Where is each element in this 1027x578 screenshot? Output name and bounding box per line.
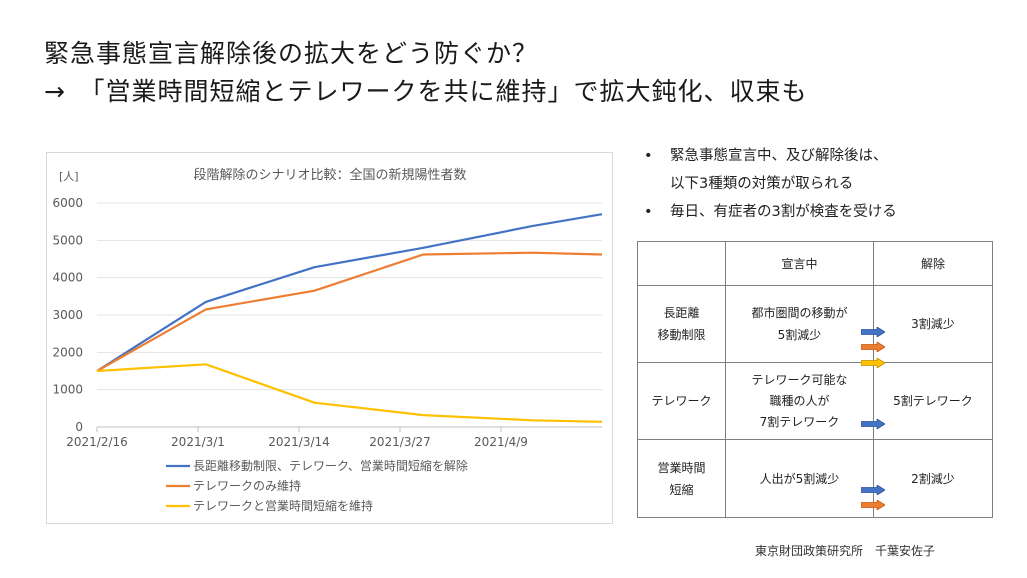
series-line-3 (96, 363, 603, 423)
header-after: 解除 (920, 256, 945, 271)
bullet-item-1: • 緊急事態宣言中、及び解除後は、 (640, 142, 897, 170)
after-cell: 5割テレワーク (893, 394, 973, 408)
x-tick-label: 2021/4/9 (474, 435, 528, 449)
bullet-text: 以下3種類の対策が取られる (670, 176, 854, 192)
bullet-text: 毎日、有症者の3割が検査を受ける (670, 204, 897, 220)
slide-title-line1: 緊急事態宣言解除後の拡大をどう防ぐか？ (44, 39, 539, 68)
series-line-1 (96, 213, 603, 372)
legend-label: 長距離移動制限、テレワーク、営業時間短縮を解除 (193, 458, 468, 473)
arrow-right-icon-blue (861, 327, 885, 337)
table-rule (637, 517, 993, 518)
table-rule (637, 362, 993, 363)
y-tick-label: 6000 (52, 196, 83, 210)
chart-title: 段階解除のシナリオ比較：全国の新規陽性者数 (193, 167, 466, 183)
bullet-item-2: • 毎日、有症者の3割が検査を受ける (640, 198, 897, 226)
row-label: テレワーク (651, 394, 712, 408)
arrow-right-icon-blue (861, 419, 885, 429)
y-tick-label: 4000 (52, 271, 83, 285)
after-cell: 3割減少 (911, 317, 955, 331)
bullet-marker: • (644, 204, 653, 220)
after-cell: 2割減少 (911, 471, 955, 486)
y-tick-label: 3000 (52, 308, 83, 322)
during-cell: テレワーク可能な 職種の人が 7割テレワーク (751, 372, 848, 429)
x-tick-label: 2021/3/1 (171, 435, 225, 449)
during-cell: 人出が5割減少 (759, 471, 840, 486)
series-line-2 (96, 251, 603, 372)
table-rule (637, 439, 993, 440)
bullet-text: 緊急事態宣言中、及び解除後は、 (670, 148, 888, 164)
y-axis-label: [人] (59, 170, 79, 183)
arrow-right-icon-yellow (861, 358, 885, 368)
x-tick-label: 2021/3/14 (268, 435, 330, 449)
header-during: 宣言中 (781, 256, 818, 271)
x-tick-label: 2021/3/27 (369, 435, 431, 449)
line-chart: 段階解除のシナリオ比較：全国の新規陽性者数 [人] 0 1000 2000 3000 400… (52, 167, 603, 513)
legend-label: テレワークと営業時間短縮を維持 (193, 498, 373, 513)
arrow-right-icon-blue (861, 485, 885, 495)
table-rule (637, 241, 993, 242)
slide-title-line2: → 「営業時間短縮とテレワークを共に維持」で拡大鈍化、収束も (44, 77, 808, 106)
y-tick-label: 2000 (52, 345, 83, 359)
y-tick-label: 5000 (52, 233, 83, 247)
footer-credit: 東京財団政策研究所 千葉安佐子 (755, 544, 936, 558)
chart-area: 段階解除のシナリオ比較：全国の新規陽性者数 [人] 0 1000 2000 3000 400… (46, 152, 613, 524)
arrow-right-icon-orange (861, 500, 885, 510)
legend-label: テレワークのみ維持 (193, 478, 301, 493)
during-cell: 都市圏間の移動が 5割減少 (751, 306, 848, 342)
row-label: 営業時間 短縮 (657, 460, 706, 497)
table-rule (725, 241, 726, 518)
bullet-list: • 緊急事態宣言中、及び解除後は、 以下3種類の対策が取られる • 毎日、有症者… (640, 142, 897, 226)
bullet-marker: • (644, 148, 653, 164)
table-rule (637, 285, 993, 286)
table-rule (992, 241, 993, 518)
arrow-right-icon-orange (861, 342, 885, 352)
table-rule (637, 241, 638, 518)
y-tick-label: 1000 (52, 383, 83, 397)
bullet-continuation: 以下3種類の対策が取られる (640, 170, 897, 198)
table-rule (873, 241, 874, 518)
x-tick-label: 2021/2/16 (66, 435, 128, 449)
y-tick-label: 0 (75, 420, 83, 434)
measures-table: 宣言中 解除 長距離 移動制限 都市圏間の移動が 5割減少 3割減少 テレワーク テ… (637, 241, 993, 518)
row-label: 長距離 移動制限 (657, 306, 706, 342)
